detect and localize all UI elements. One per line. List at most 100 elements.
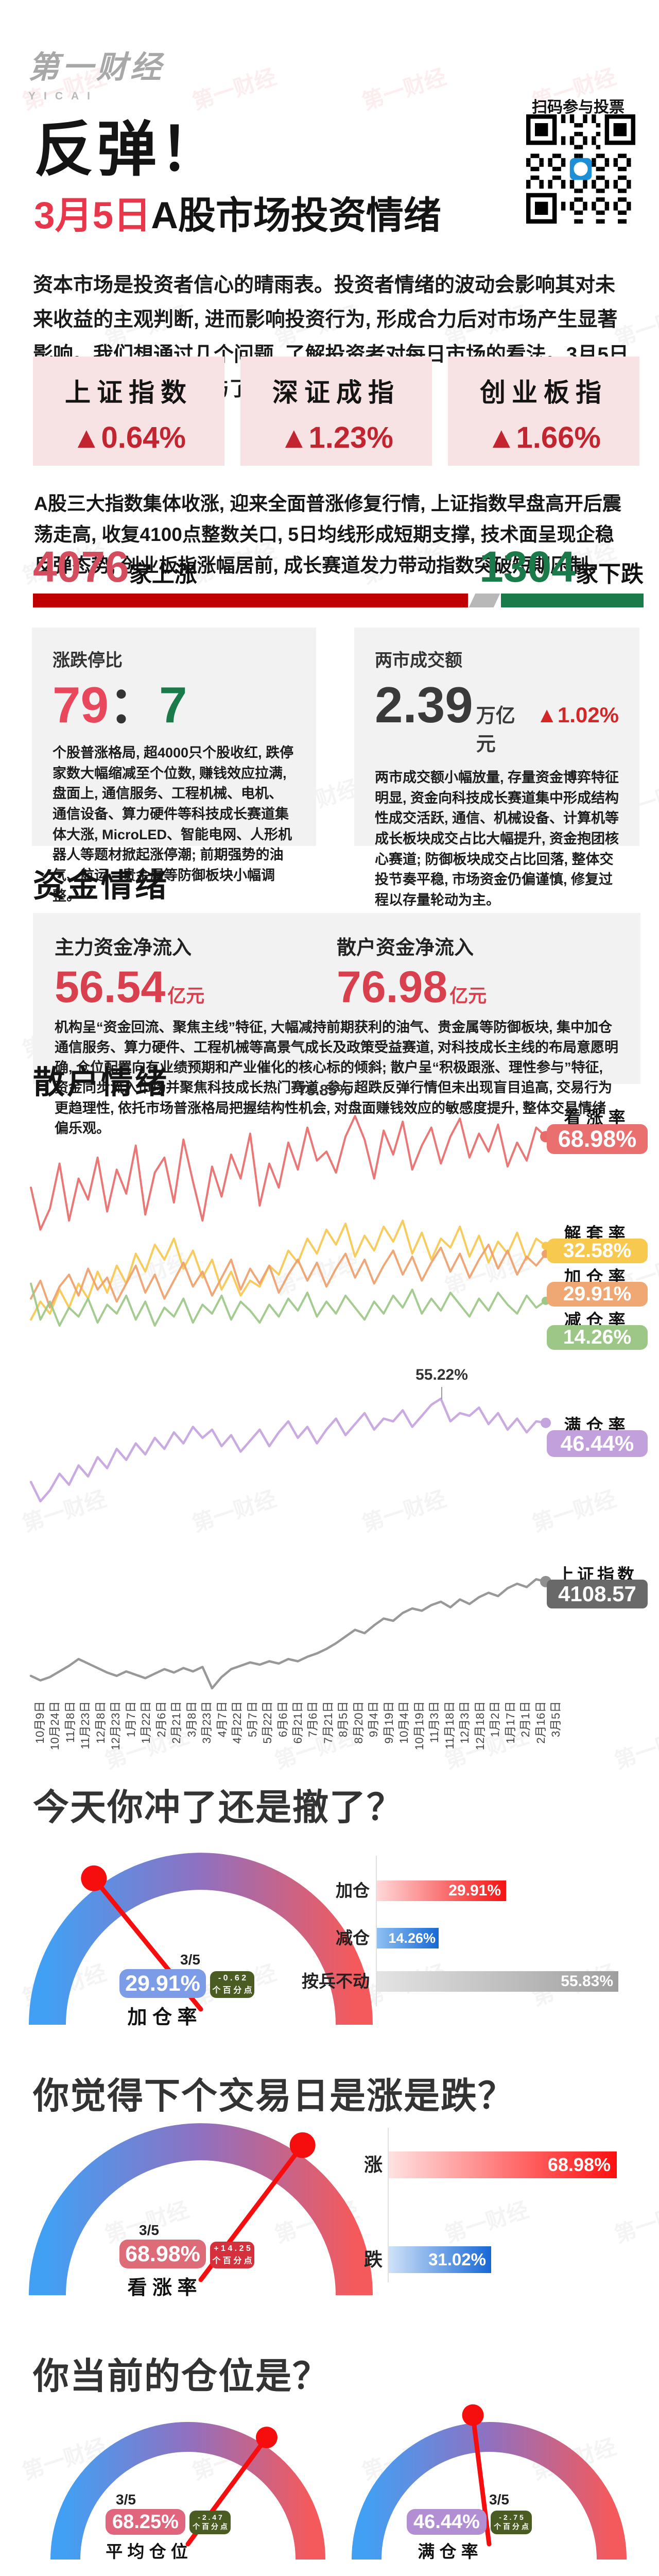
q1-heading: 今天你冲了还是撤了？: [33, 1787, 404, 1827]
q3-right-gauge-label: 满 仓 率: [418, 2542, 478, 2561]
x-axis-tick: 12月8日: [94, 1701, 107, 1744]
limit-ratio-text: 个股普涨格局, 超4000只个股收红, 跌停家数大幅缩减至个位数, 赚钱效应拉满…: [53, 743, 296, 907]
watermark: 第一财经: [189, 64, 280, 114]
x-axis-tick: 2月16日: [534, 1701, 547, 1744]
x-axis-tick: 11月23日: [79, 1701, 92, 1750]
watermark: 第一财经: [359, 64, 449, 114]
full-position-line-chart: [29, 1397, 551, 1503]
qr-pattern: [526, 114, 635, 224]
q1-bars-axis: [376, 1856, 377, 2006]
q3-right-gauge-date: 3/5: [489, 2492, 509, 2507]
reduce-rate-badge: 14.26%: [547, 1325, 648, 1350]
q3-left-gauge-date: 3/5: [116, 2492, 136, 2507]
retail-fund-unit: 亿元: [449, 985, 487, 1006]
fund-flow-text: 机构呈“资金回流、聚焦主线”特征, 大幅减持前期获利的油气、贵金属等防御板块, …: [55, 1018, 619, 1139]
bullish-rate-label: 看涨率: [564, 1108, 631, 1127]
x-axis-tick: 10月9日: [33, 1701, 46, 1744]
qr-code-top: [526, 114, 635, 224]
retail-fund-value: 76.98: [337, 962, 448, 1012]
index-name: 上证指数: [65, 378, 193, 407]
turnover-change: ▲1.02%: [536, 703, 619, 727]
index-name: 创业板指: [480, 378, 608, 407]
q1-bar-label: 减仓: [336, 1928, 370, 1947]
q2-gauge-label: 看 涨 率: [127, 2277, 197, 2299]
x-axis-tick: 8月5日: [337, 1701, 350, 1738]
sse-index-badge: 4108.57: [547, 1580, 648, 1608]
x-axis-tick: 3月5日: [549, 1701, 562, 1738]
q1-gauge-value-badge: 29.91%: [119, 1969, 206, 1998]
advancers-bar-segment: [33, 594, 468, 607]
q3-right-gauge-value-badge: 46.44%: [407, 2509, 487, 2535]
x-axis-tick: 2月6日: [154, 1701, 168, 1738]
q1-gauge-delta-badge: - 0 . 6 2 个 百 分 点: [210, 1971, 254, 1998]
fund-flow-columns: 主力资金净流入 56.54 亿元 散户资金净流入 76.98 亿元: [55, 931, 619, 1009]
q1-bar-add: 29.91%: [377, 1880, 506, 1901]
q2-heading: 你觉得下个交易日是涨是跌？: [33, 2076, 515, 2116]
q2-delta-value: + 1 4 . 2 5: [214, 2244, 251, 2253]
q1-delta-unit: 个 百 分 点: [212, 1986, 252, 1995]
subtitle-rest: A股市场投资情绪: [151, 195, 441, 236]
q2-bar-down: 31.02%: [389, 2246, 491, 2273]
bullish-rate-badge: 68.98%: [547, 1124, 648, 1154]
page-subtitle: 3月5日A股市场投资情绪: [34, 197, 441, 234]
index-change: ▲1.66%: [487, 421, 601, 454]
q2-gauge: 3/5 68.98% + 1 4 . 2 5 个 百 分 点 看 涨 率: [15, 2105, 386, 2311]
watermark: 第一财经: [611, 2197, 659, 2247]
x-axis-tick: 10月19日: [412, 1701, 426, 1751]
index-card-chinext: 创业板指 ▲1.66%: [448, 357, 639, 466]
q1-gauge-date: 3/5: [180, 1952, 200, 1968]
q1-delta-value: - 0 . 6 2: [218, 1974, 247, 1982]
fund-section-heading: 资金情绪: [33, 868, 169, 904]
x-axis-tick: 3月23日: [200, 1701, 214, 1744]
turnover-text-bold: 两市成交额小幅放量: [375, 770, 500, 785]
main-fund-block: 主力资金净流入 56.54 亿元: [55, 931, 337, 1009]
page-title: 反弹！: [34, 116, 222, 183]
x-axis-tick: 12月18日: [473, 1701, 487, 1751]
x-axis-tick: 5月22日: [261, 1701, 274, 1744]
turnover-unit: 万亿元: [476, 705, 515, 755]
full-position-peak-annotation: 55.22%: [415, 1366, 468, 1383]
x-axis-tick: 6月6日: [276, 1701, 289, 1738]
yicai-logo-en: YICAI: [28, 90, 99, 102]
turnover-card: 两市成交额 2.39 万亿元 ▲1.02% 两市成交额小幅放量, 存量资金博弈特…: [354, 628, 639, 908]
q3-left-gauge-label: 平 均 仓 位: [106, 2542, 188, 2561]
sentiment-multi-line-chart: [30, 1115, 551, 1327]
x-axis-tick: 1月2日: [489, 1701, 502, 1738]
x-axis-tick: 11月8日: [63, 1701, 77, 1743]
q2-bars-axis: [388, 2128, 389, 2282]
x-axis-tick: 3月8日: [185, 1701, 198, 1738]
decliners-bar-segment: [501, 594, 644, 607]
summary-bold: A股三大指数集体收涨: [34, 493, 219, 514]
main-fund-value: 56.54: [55, 962, 166, 1012]
x-axis-tick: 9月19日: [382, 1701, 395, 1744]
q3-left-delta-value: - 2 . 4 7: [198, 2513, 222, 2521]
limit-ratio-card: 涨跌停比 79：7 个股普涨格局, 超4000只个股收红, 跌停家数大幅缩减至个…: [32, 628, 316, 904]
turnover-text: 两市成交额小幅放量, 存量资金博弈特征明显, 资金向科技成长赛道集中形成结构性成…: [375, 768, 619, 911]
x-axis-tick: 4月22日: [231, 1701, 244, 1744]
main-fund-unit: 亿元: [167, 985, 205, 1006]
turnover-value-row: 2.39 万亿元 ▲1.02%: [375, 679, 619, 756]
limit-text-bold: 个股普涨格局: [53, 744, 136, 760]
unwind-rate-badge: 32.58%: [547, 1239, 648, 1263]
limit-ratio-value: 79：7: [53, 679, 296, 732]
yicai-logo: 第一财经 YICAI: [28, 42, 164, 103]
retail-fund-block: 散户资金净流入 76.98 亿元: [337, 931, 619, 1009]
x-axis-tick: 2月1日: [519, 1701, 532, 1738]
x-axis-tick: 9月4日: [367, 1701, 380, 1738]
x-axis-tick: 8月20日: [352, 1701, 365, 1744]
yicai-logo-cn: 第一财经: [28, 50, 164, 84]
index-card-szse: 深证成指 ▲1.23%: [240, 357, 432, 466]
annotation-tick: [441, 1387, 442, 1399]
q3-right-gauge-delta-badge: - 2 . 7 5 个 百 分 点: [491, 2511, 532, 2534]
qr-vote-label-top: 扫码参与投票: [532, 99, 625, 116]
turnover-text-rest: , 存量资金博弈特征明显, 资金向科技成长赛道集中形成结构性成交活跃, 通信、机…: [375, 770, 619, 908]
bar-divider: [469, 594, 500, 607]
x-axis-tick: 10月4日: [397, 1701, 411, 1744]
q3-gauge-average-position: 3/5 68.25% - 2 . 4 7 个 百 分 点 平 均 仓 位: [39, 2405, 337, 2575]
q3-right-delta-value: - 2 . 7 5: [499, 2513, 524, 2521]
q2-bar-label: 跌: [363, 2249, 383, 2270]
turnover-value: 2.39: [375, 676, 473, 733]
market-summary: A股三大指数集体收涨, 迎来全面普涨修复行情, 上证指数早盘高开后震荡走高, 收…: [34, 488, 630, 581]
watermark: 第一财经: [441, 2197, 532, 2247]
